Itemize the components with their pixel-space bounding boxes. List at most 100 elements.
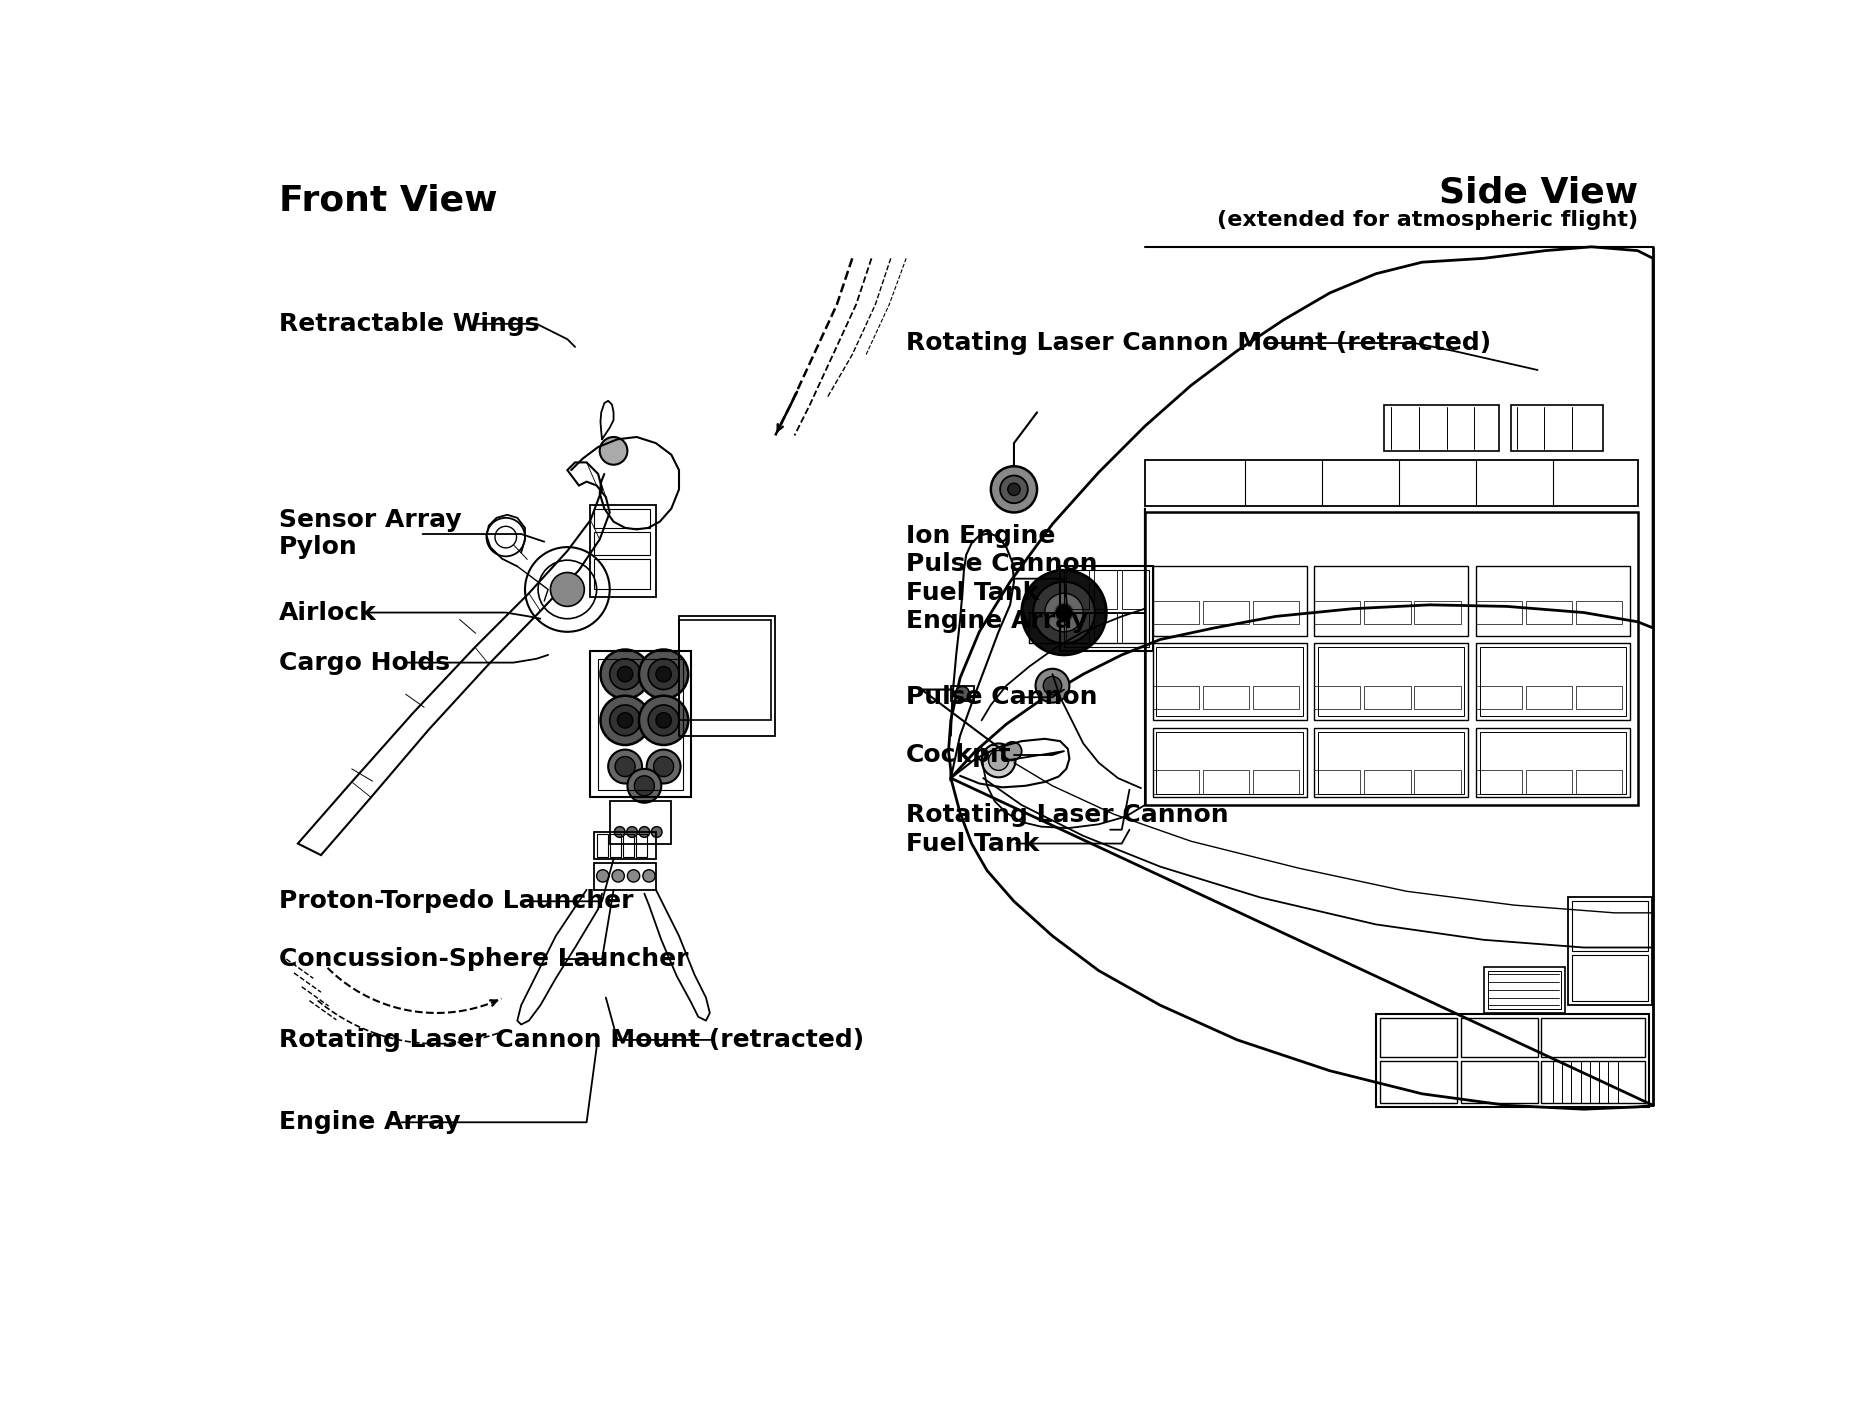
Bar	[1253, 770, 1299, 794]
Text: Rotating Laser Cannon Mount (retracted): Rotating Laser Cannon Mount (retracted)	[906, 331, 1492, 355]
Bar	[1314, 566, 1468, 635]
Circle shape	[649, 659, 678, 689]
Bar	[1145, 460, 1638, 507]
Bar	[599, 659, 684, 790]
Bar	[1568, 897, 1651, 1005]
Bar	[1414, 601, 1460, 624]
Bar	[595, 832, 656, 859]
Text: Engine Array: Engine Array	[906, 608, 1088, 633]
Circle shape	[643, 870, 656, 882]
Circle shape	[639, 649, 687, 699]
Circle shape	[1002, 741, 1021, 760]
Circle shape	[628, 768, 662, 802]
Bar	[1510, 405, 1603, 451]
Text: Concussion-Sphere Launcher: Concussion-Sphere Launcher	[278, 947, 687, 971]
Bar	[1314, 601, 1360, 624]
Circle shape	[1043, 676, 1062, 695]
Circle shape	[600, 437, 628, 464]
Circle shape	[610, 659, 641, 689]
Bar	[1156, 732, 1303, 794]
Bar	[1527, 686, 1571, 709]
Bar	[1317, 732, 1464, 794]
Circle shape	[600, 696, 650, 744]
Text: Pylon: Pylon	[278, 535, 358, 559]
Bar	[1364, 601, 1410, 624]
Bar	[1121, 570, 1145, 608]
Bar	[1571, 901, 1647, 951]
Text: Airlock: Airlock	[278, 600, 376, 624]
Bar	[1460, 1061, 1538, 1104]
Bar	[1064, 570, 1149, 647]
Circle shape	[617, 666, 634, 682]
Bar	[1203, 686, 1249, 709]
Circle shape	[626, 826, 637, 838]
Circle shape	[1008, 483, 1021, 495]
Bar	[1364, 770, 1410, 794]
Circle shape	[639, 696, 687, 744]
Circle shape	[1034, 582, 1095, 644]
Text: Ion Engine: Ion Engine	[906, 524, 1056, 548]
Bar	[1542, 1019, 1645, 1057]
Bar	[1060, 566, 1153, 651]
Circle shape	[1001, 475, 1028, 504]
Circle shape	[611, 870, 624, 882]
Bar	[1093, 570, 1117, 608]
Bar	[1571, 955, 1647, 1002]
Text: Fuel Tank: Fuel Tank	[906, 580, 1040, 604]
Bar	[1153, 566, 1306, 635]
Bar	[1121, 613, 1145, 644]
Circle shape	[656, 713, 671, 729]
Circle shape	[654, 757, 674, 777]
Bar	[1153, 686, 1199, 709]
Circle shape	[628, 870, 639, 882]
Text: Sensor Array: Sensor Array	[278, 508, 461, 532]
Bar	[1314, 729, 1468, 797]
Circle shape	[649, 705, 678, 736]
Bar	[597, 835, 608, 856]
Bar	[595, 559, 650, 590]
Bar	[1481, 732, 1627, 794]
Bar	[678, 617, 775, 736]
Text: Cargo Holds: Cargo Holds	[278, 651, 450, 675]
Bar	[1577, 601, 1621, 624]
Circle shape	[1045, 593, 1084, 633]
Bar	[1377, 1015, 1649, 1107]
Bar	[1065, 570, 1090, 608]
Bar	[1253, 686, 1299, 709]
Bar	[1153, 644, 1306, 720]
Bar	[1314, 686, 1360, 709]
Bar	[1460, 1019, 1538, 1057]
Bar	[1477, 729, 1631, 797]
Bar	[1542, 1061, 1645, 1104]
Bar	[951, 686, 975, 700]
Bar	[1477, 566, 1631, 635]
Circle shape	[608, 750, 641, 784]
Bar	[610, 835, 621, 856]
Bar	[595, 863, 656, 890]
Circle shape	[600, 649, 650, 699]
Bar	[595, 508, 650, 528]
Circle shape	[634, 775, 654, 795]
Bar	[1203, 601, 1249, 624]
Bar	[610, 801, 671, 843]
Text: (extended for atmospheric flight): (extended for atmospheric flight)	[1217, 209, 1638, 229]
Circle shape	[550, 573, 584, 607]
Bar	[1414, 686, 1460, 709]
Bar	[1484, 966, 1564, 1013]
Bar	[1477, 686, 1521, 709]
Bar	[1065, 613, 1090, 644]
Circle shape	[615, 757, 636, 777]
Bar	[1384, 405, 1499, 451]
Circle shape	[1054, 603, 1073, 621]
Bar	[1145, 512, 1638, 805]
Text: Retractable Wings: Retractable Wings	[278, 311, 539, 335]
Bar	[1314, 770, 1360, 794]
Circle shape	[956, 686, 969, 700]
Text: Fuel Tank: Fuel Tank	[906, 832, 1040, 856]
Bar	[1153, 770, 1199, 794]
Bar	[636, 835, 647, 856]
Circle shape	[988, 750, 1008, 770]
Bar	[1364, 686, 1410, 709]
Bar	[678, 620, 771, 720]
Bar	[1314, 644, 1468, 720]
